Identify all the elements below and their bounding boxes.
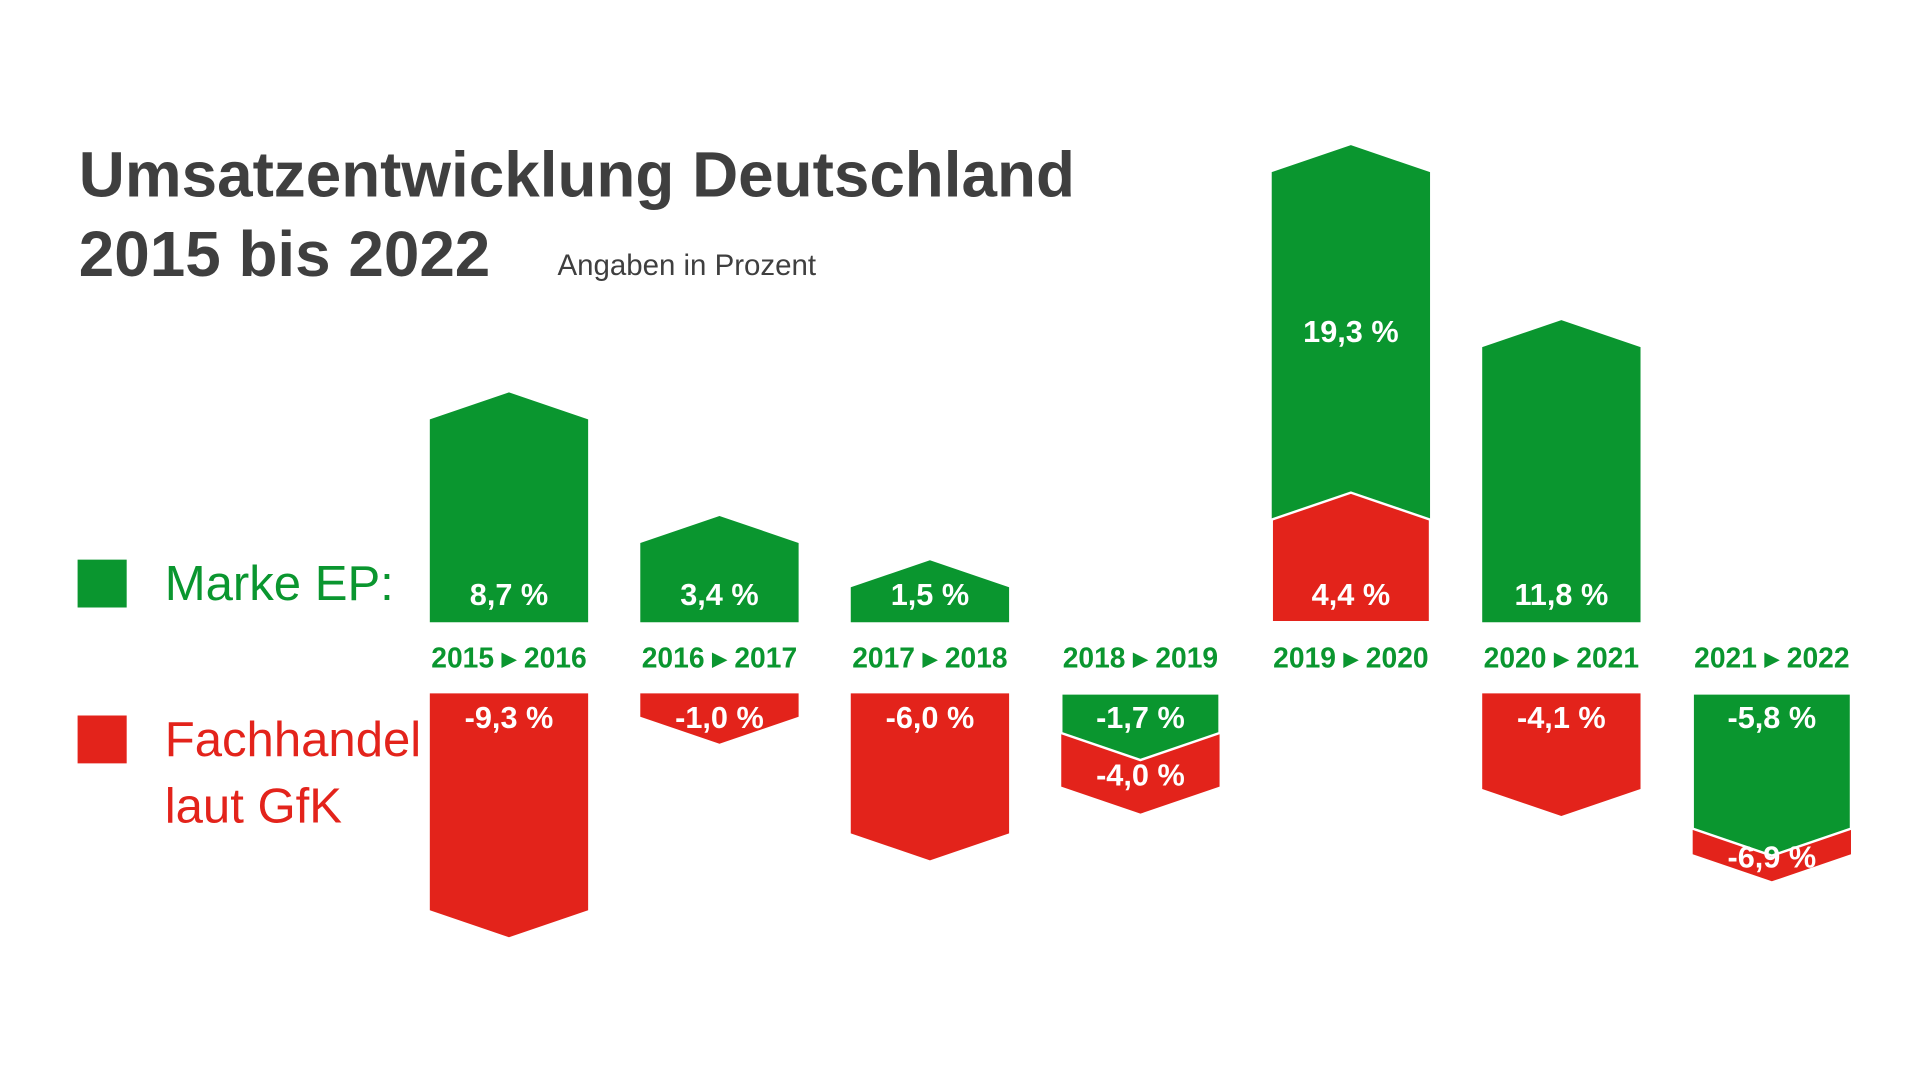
bar-fachhandel: [850, 693, 1010, 861]
chart-title-line2: 2015 bis 2022: [79, 218, 490, 290]
chart-title-line1: Umsatzentwicklung Deutschland: [79, 138, 1075, 210]
category-label: 2021 ▸ 2022: [1694, 642, 1849, 674]
value-label-marke-ep: 1,5 %: [891, 577, 969, 612]
bar-marke-ep: [1482, 320, 1641, 623]
bar-marke-ep: [1691, 692, 1853, 857]
value-label-fachhandel: -1,0 %: [675, 700, 764, 735]
category-label: 2016 ▸ 2017: [642, 642, 797, 674]
value-label-marke-ep: 19,3 %: [1303, 314, 1399, 349]
category-label: 2019 ▸ 2020: [1273, 642, 1428, 674]
value-label-fachhandel: -6,9 %: [1728, 839, 1817, 874]
bars-group: 2015 ▸ 2016 8,7 % -9,3 % 2016 ▸ 2017 3,4 % -1…: [429, 145, 1853, 938]
legend-label-fachhandel-line1: Fachhandel: [165, 713, 422, 767]
legend-swatch-fachhandel: [77, 715, 127, 764]
bar-marke-ep: [429, 392, 589, 623]
bar-fachhandel: [1482, 693, 1641, 817]
bar-fachhandel: [1270, 491, 1432, 624]
chart-subtitle: Angaben in Prozent: [557, 249, 816, 282]
value-label-marke-ep: -1,7 %: [1096, 700, 1185, 735]
bar-fachhandel: [640, 693, 799, 744]
value-label-marke-ep: 3,4 %: [680, 577, 758, 612]
value-label-fachhandel: -4,0 %: [1096, 758, 1185, 793]
category-label: 2020 ▸ 2021: [1484, 642, 1639, 674]
bar-fachhandel: [429, 693, 589, 938]
bar-marke-ep: [1271, 145, 1431, 623]
value-label-fachhandel: -6,0 %: [886, 700, 975, 735]
category-label: 2017 ▸ 2018: [852, 642, 1007, 674]
value-label-marke-ep: -5,8 %: [1728, 700, 1817, 735]
value-label-marke-ep: 11,8 %: [1514, 577, 1608, 612]
legend-label-marke-ep: Marke EP:: [165, 557, 394, 611]
category-label: 2015 ▸ 2016: [431, 642, 586, 674]
value-label-fachhandel: 4,4 %: [1312, 577, 1390, 612]
bar-marke-ep: [850, 560, 1010, 623]
value-label-marke-ep: 8,7 %: [470, 577, 548, 612]
legend-swatch-marke-ep: [77, 559, 127, 608]
value-label-fachhandel: -9,3 %: [465, 700, 554, 735]
value-label-fachhandel: -4,1 %: [1517, 700, 1606, 735]
bar-marke-ep: [1060, 692, 1221, 762]
legend-label-fachhandel-line2: laut GfK: [165, 779, 343, 833]
category-label: 2018 ▸ 2019: [1063, 642, 1218, 674]
bar-marke-ep: [640, 515, 799, 623]
